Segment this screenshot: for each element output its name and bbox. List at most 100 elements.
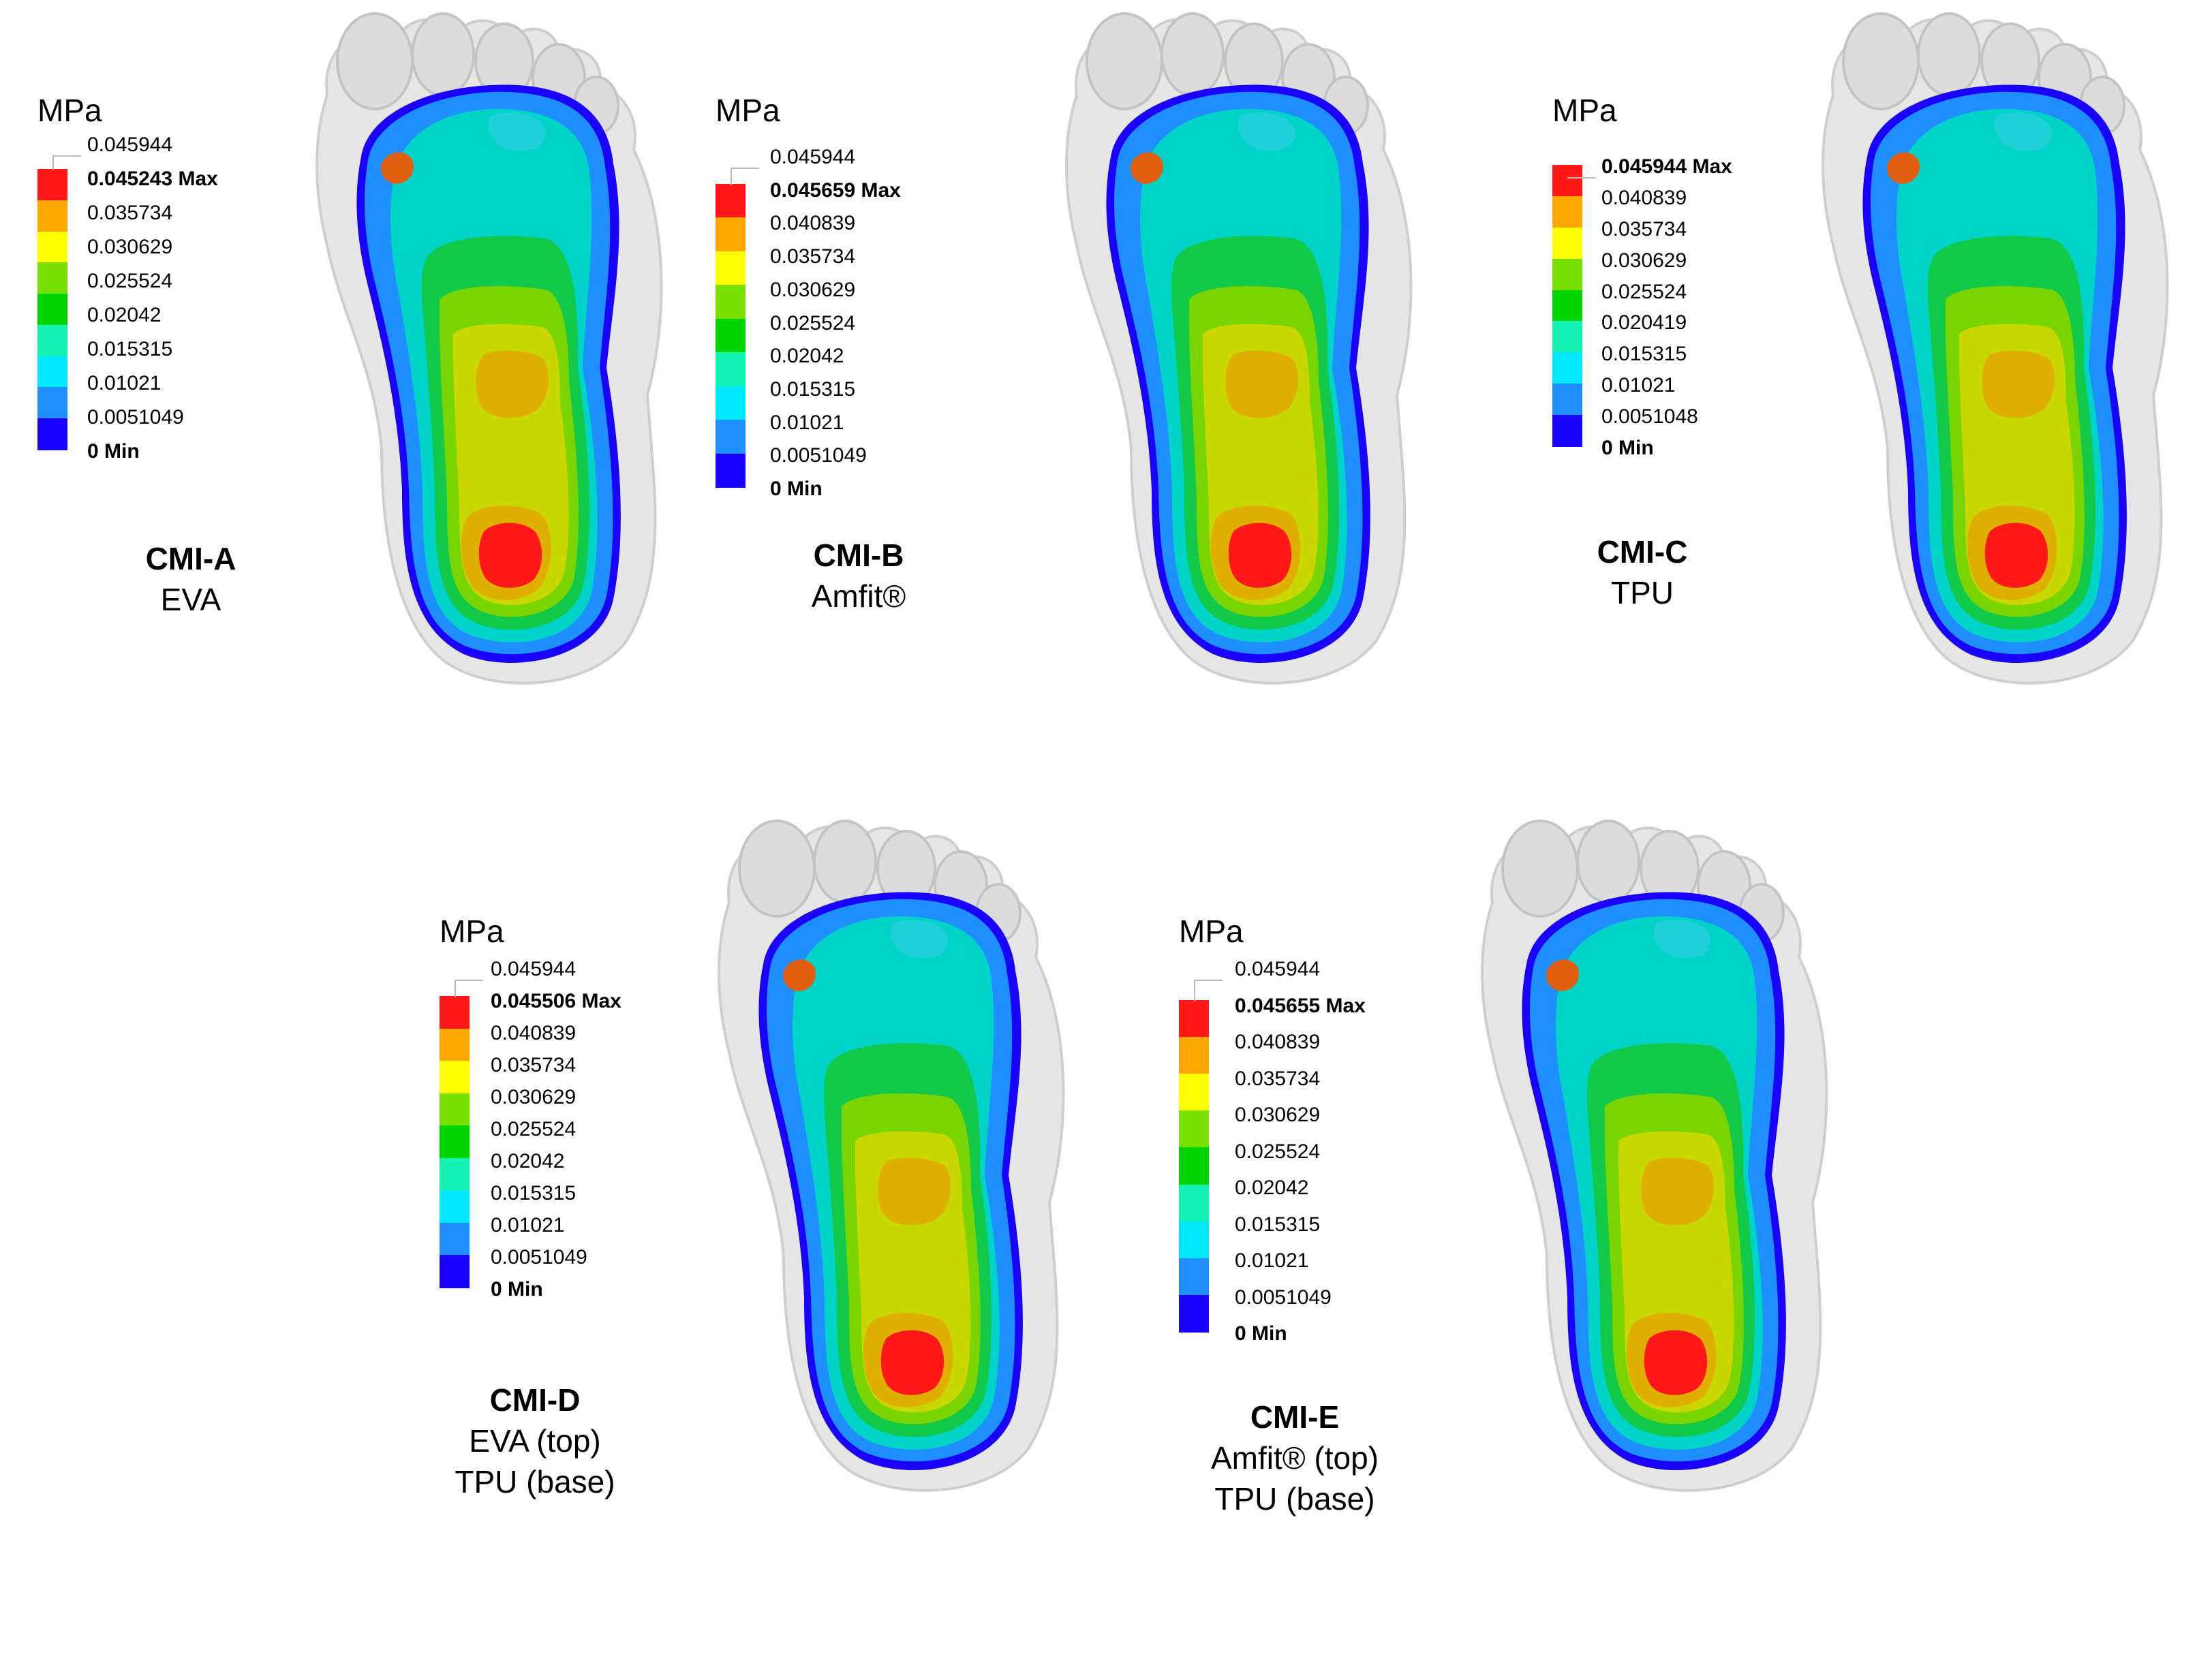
panel-caption: CMI-D EVA (top) TPU (base) [399, 1380, 671, 1502]
contour-band [878, 1157, 951, 1226]
panel-caption: CMI-B Amfit® [722, 535, 995, 617]
legend-color-swatch [1179, 1037, 1209, 1075]
legend-color-swatch [1552, 196, 1582, 228]
legend-tick-label: 0 Min [1235, 1322, 1287, 1345]
legend-color-swatch [440, 1093, 470, 1127]
contour-band [1546, 959, 1580, 991]
legend-tick-label: 0.045506 Max [491, 990, 621, 1012]
legend-color-swatch [716, 420, 746, 454]
legend-color-swatch [716, 217, 746, 252]
panel-caption: CMI-E Amfit® (top) TPU (base) [1158, 1397, 1431, 1519]
contour-band [1228, 523, 1292, 588]
legend-tick-label: 0.035734 [491, 1054, 577, 1076]
contour-band [476, 350, 549, 418]
legend-color-swatch [716, 352, 746, 387]
legend-tick-label: 0.040839 [491, 1022, 577, 1044]
legend-tick-label: 0.040839 [1235, 1031, 1321, 1053]
legend-tick-label: 0.0051048 [1601, 405, 1698, 429]
insole-name: CMI-B [813, 538, 904, 573]
legend-tick-label: 0 Min [491, 1278, 543, 1301]
legend-connector [52, 155, 81, 170]
insole-pressure-contours [1862, 84, 2127, 664]
legend-tick-label: 0.030629 [491, 1086, 577, 1108]
panel-caption: CMI-A EVA [55, 538, 327, 620]
legend-color-swatch [1179, 1110, 1209, 1149]
contour-band [1994, 112, 2052, 151]
pressure-map-foot [316, 12, 663, 685]
legend-tick-label: 0.01021 [491, 1214, 565, 1236]
legend-color-swatch [1552, 352, 1582, 385]
legend-color-swatch [1179, 1221, 1209, 1259]
legend-color-swatch [716, 386, 746, 421]
legend-connector [455, 980, 483, 997]
contour-band [1225, 350, 1299, 418]
legend-unit-label: MPa [1179, 914, 1244, 949]
legend-tick-label: 0.01021 [87, 372, 162, 394]
pressure-map-foot [1822, 12, 2169, 685]
legend-tick-label: 0.045655 Max [1235, 994, 1366, 1017]
legend-tick-label: 0.045944 Max [1601, 155, 1732, 178]
legend-color-swatch [1179, 1074, 1209, 1112]
insole-pressure-contours [758, 892, 1023, 1471]
legend-unit-label: MPa [1552, 93, 1617, 128]
legend-color-swatch [440, 1028, 470, 1062]
legend-tick-label: 0.025524 [1235, 1140, 1321, 1163]
legend-color-swatch [1179, 1184, 1209, 1222]
legend-tick-label: 0 Min [770, 478, 823, 500]
legend-color-swatch [37, 418, 67, 450]
toe-shape [1501, 820, 1579, 918]
pressure-map-foot [1481, 820, 1828, 1492]
legend-color-swatch [37, 294, 67, 326]
legend-tick-label: 0.01021 [1235, 1249, 1309, 1272]
legend-color-swatch [37, 356, 67, 388]
legend-tick-label: 0 Min [1601, 437, 1654, 459]
legend-connector [731, 168, 759, 185]
legend-color-swatch [440, 1061, 470, 1094]
panel-caption: CMI-C TPU [1506, 531, 1779, 613]
contour-band [880, 1330, 944, 1395]
toe-shape [411, 12, 475, 97]
pressure-map-foot [1065, 12, 1413, 685]
contour-band [783, 959, 816, 991]
legend-color-swatch [440, 1222, 470, 1256]
legend-tick-label: 0.02042 [1235, 1177, 1309, 1199]
legend-tick-label: 0.0051049 [770, 444, 867, 467]
legend-tick-label: 0.020419 [1601, 311, 1687, 334]
legend-tick-label: 0.02042 [770, 345, 844, 368]
contour-band [1982, 350, 2055, 418]
legend-tick-label: 0.030629 [770, 278, 856, 301]
legend-color-swatch [1179, 1258, 1209, 1296]
contour-band [488, 112, 546, 151]
insole-material: TPU [1611, 575, 1674, 610]
toe-shape [813, 820, 877, 904]
legend-tick-label: 0.035734 [1235, 1067, 1321, 1090]
legend-tick-label: 0.025524 [87, 270, 173, 292]
insole-pressure-contours [1522, 892, 1786, 1471]
legend-connector [1567, 177, 1596, 178]
legend-color-swatch [716, 251, 746, 286]
insole-name: CMI-D [489, 1382, 581, 1418]
legend-color-swatch [1552, 384, 1582, 416]
pressure-map-foot [718, 820, 1065, 1492]
insole-material: TPU (base) [1214, 1481, 1375, 1516]
legend-tick-label: 0.045944 [491, 958, 577, 980]
legend-tick-label: 0.045944 [87, 134, 173, 156]
legend-tick-label: 0.035734 [770, 245, 856, 268]
legend-color-swatch [1552, 258, 1582, 291]
insole-material: Amfit® (top) [1210, 1440, 1379, 1476]
legend-tick-label: 0.025524 [491, 1118, 577, 1140]
legend-color-swatch [37, 169, 67, 201]
insole-name: CMI-C [1597, 534, 1688, 570]
contour-band [1641, 1157, 1715, 1226]
legend-color-swatch [1552, 227, 1582, 260]
legend-color-swatch [440, 996, 470, 1029]
legend-tick-label: 0.045243 Max [87, 168, 218, 190]
legend-tick-label: 0.040839 [1601, 186, 1687, 209]
legend-color-swatch [716, 285, 746, 320]
legend-color-swatch [37, 231, 67, 264]
legend-color-swatch [1552, 415, 1582, 447]
legend-color-swatch [440, 1125, 470, 1159]
toe-shape [1086, 12, 1163, 110]
legend-color-swatch [37, 324, 67, 357]
legend-tick-label: 0.02042 [87, 304, 162, 326]
